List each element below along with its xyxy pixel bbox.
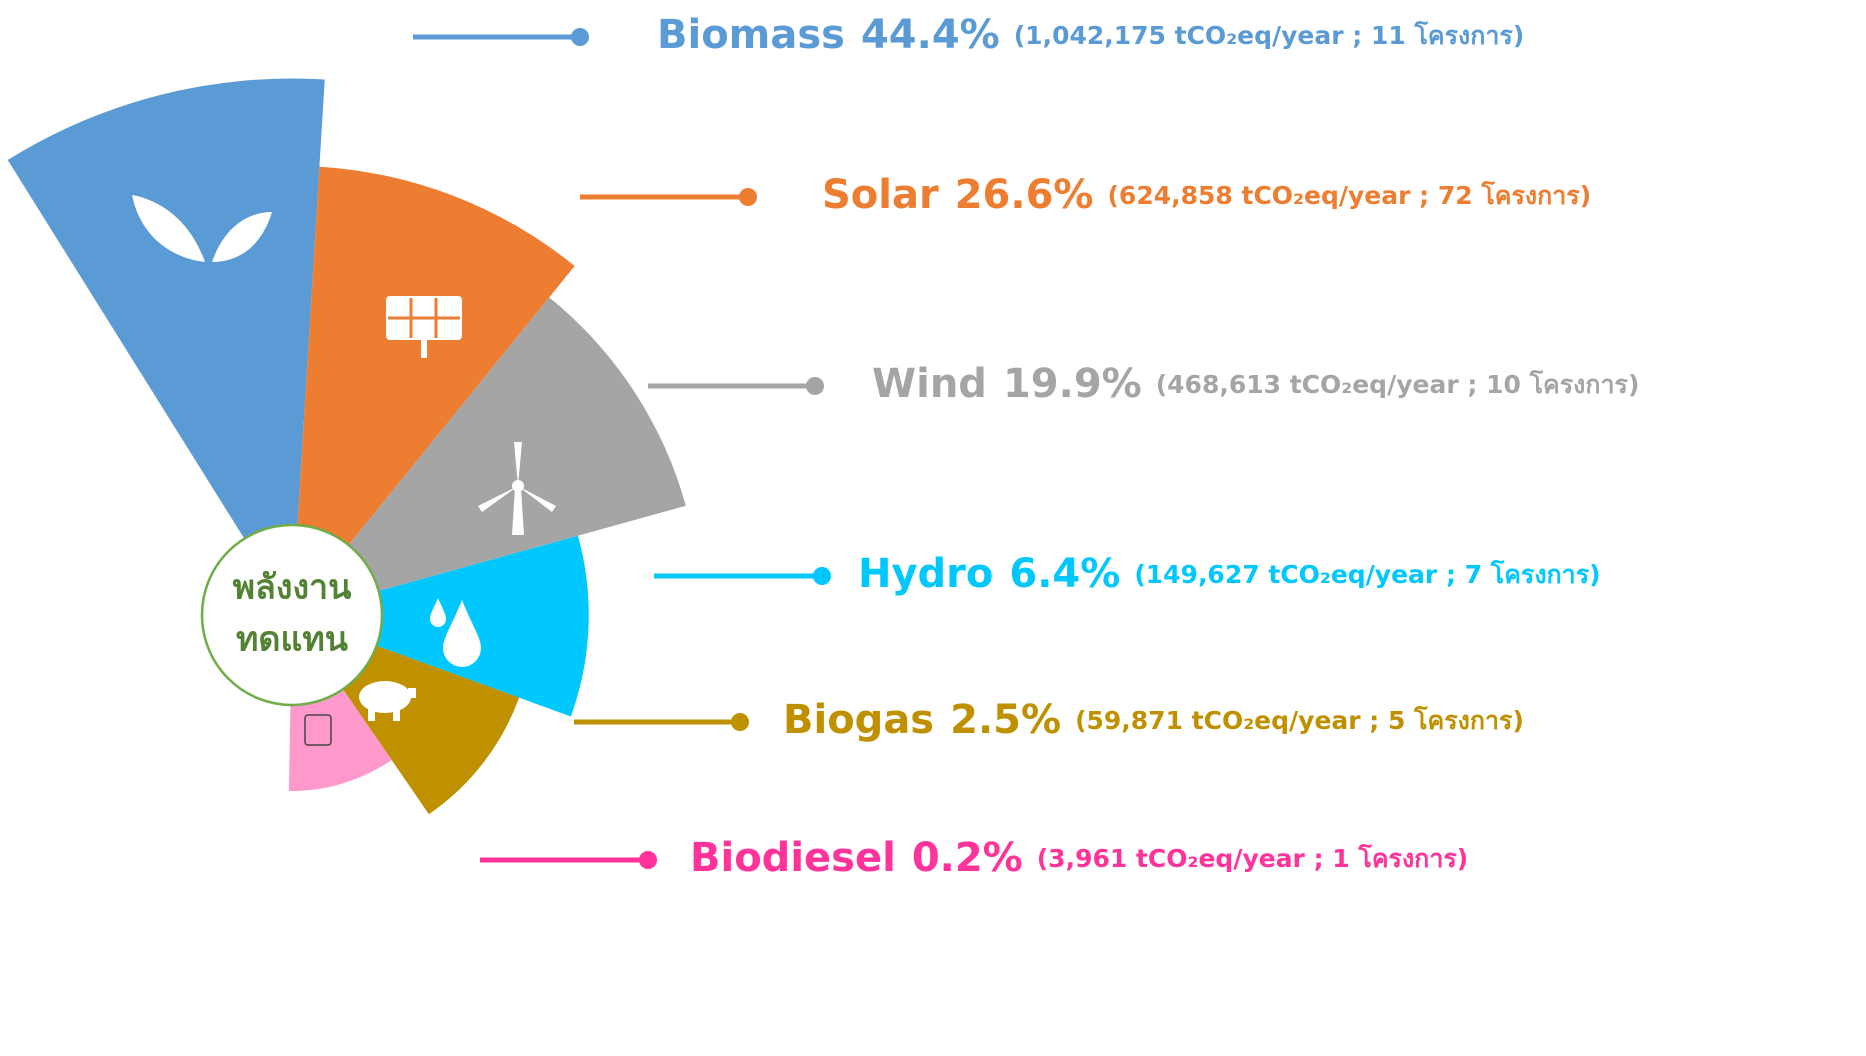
can-icon	[304, 714, 332, 746]
turbine-icon	[512, 488, 524, 535]
leader-dot	[739, 188, 757, 206]
panel-stand	[421, 340, 427, 358]
sector	[292, 297, 686, 615]
pig-icon	[359, 681, 411, 713]
sector	[292, 166, 575, 615]
detail-label: (1,042,175 tCO₂eq/year ; 11 โครงการ)	[1014, 20, 1525, 50]
icons	[132, 195, 556, 746]
value-label: 26.6%	[955, 172, 1094, 218]
category-label: Wind	[872, 361, 987, 407]
category-label: Solar	[822, 172, 939, 218]
value-label: 19.9%	[1003, 361, 1142, 407]
detail-label: (149,627 tCO₂eq/year ; 7 โครงการ)	[1134, 559, 1600, 589]
label: Biogas 2.5% (59,871 tCO₂eq/year ; 5 โครงกา…	[783, 697, 1524, 743]
category-label: Biodiesel	[690, 835, 896, 881]
label: Solar 26.6% (624,858 tCO₂eq/year ; 72 โครง…	[822, 172, 1591, 218]
center-label: พลังงาน	[233, 568, 352, 608]
leader-dot	[813, 567, 831, 585]
detail-label: (59,871 tCO₂eq/year ; 5 โครงการ)	[1075, 705, 1524, 735]
leader-dot	[731, 713, 749, 731]
center-label: ทดแทน	[236, 620, 348, 660]
turbine-blades	[478, 442, 556, 512]
category-label: Biogas	[783, 697, 934, 743]
panel-grid	[388, 298, 460, 338]
value-label: 6.4%	[1009, 551, 1120, 597]
label: Biomass 44.4% (1,042,175 tCO₂eq/year ; 11 …	[657, 12, 1524, 58]
category-label: Hydro	[858, 551, 993, 597]
sector	[7, 78, 325, 615]
drop-small	[430, 598, 446, 627]
leader-dot	[806, 377, 824, 395]
label: Biodiesel 0.2% (3,961 tCO₂eq/year ; 1 โครง…	[690, 835, 1468, 881]
detail-label: (3,961 tCO₂eq/year ; 1 โครงการ)	[1037, 843, 1468, 873]
turbine-hub	[512, 480, 524, 492]
center-circle	[200, 523, 384, 707]
leader-dot	[639, 851, 657, 869]
label: Wind 19.9% (468,613 tCO₂eq/year ; 10 โครงก…	[872, 361, 1639, 407]
label: Hydro 6.4% (149,627 tCO₂eq/year ; 7 โครงกา…	[858, 551, 1601, 597]
value-label: 44.4%	[861, 12, 1000, 58]
detail-label: (624,858 tCO₂eq/year ; 72 โครงการ)	[1108, 180, 1592, 210]
leader-dot	[571, 28, 589, 46]
leaf-icon	[132, 195, 272, 262]
drop-icon	[443, 600, 481, 667]
pig-legs	[368, 688, 416, 721]
category-label: Biomass	[657, 12, 845, 58]
value-label: 2.5%	[950, 697, 1061, 743]
value-label: 0.2%	[912, 835, 1023, 881]
detail-label: (468,613 tCO₂eq/year ; 10 โครงการ)	[1156, 369, 1640, 399]
